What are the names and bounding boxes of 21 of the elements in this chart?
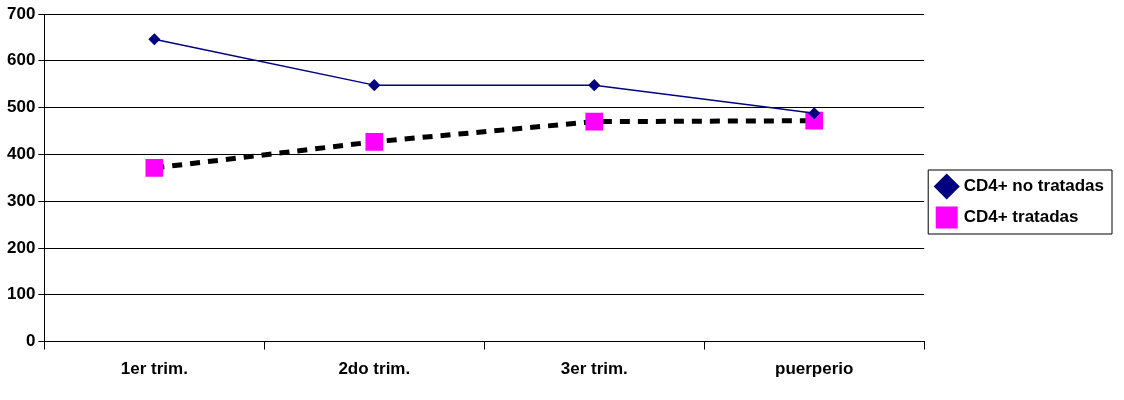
legend-label: CD4+ no tratadas [963, 176, 1105, 196]
point [145, 159, 164, 177]
y-tick-label: 400 [6, 144, 36, 164]
point [148, 33, 161, 46]
point [585, 112, 604, 131]
y-tick-label: 500 [6, 97, 36, 117]
x-tick-label: 3er trim. [560, 359, 628, 379]
point [808, 107, 820, 119]
y-tick-label: 0 [25, 331, 36, 351]
point [368, 79, 381, 91]
y-tick-label: 100 [6, 284, 36, 304]
y-tick-label: 300 [6, 190, 36, 210]
point [588, 79, 601, 91]
x-tick-label: puerperio [775, 359, 854, 379]
x-tick-label: 1er trim. [120, 359, 188, 379]
x-tick-label: 2do trim. [338, 359, 411, 379]
y-tick-label: 200 [6, 237, 36, 257]
y-tick-label: 600 [6, 50, 36, 70]
y-tick-label: 700 [6, 3, 36, 23]
legend-label: CD4+ tratadas [963, 207, 1079, 227]
point [365, 132, 384, 151]
